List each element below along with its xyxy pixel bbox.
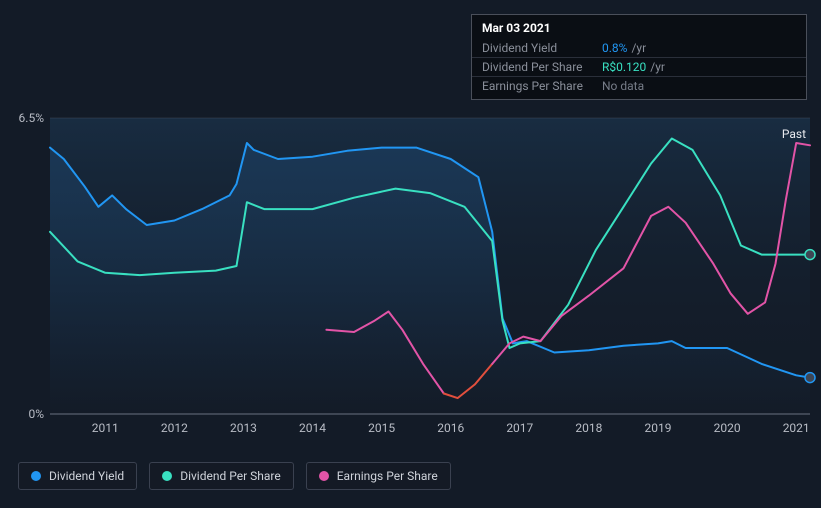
svg-text:6.5%: 6.5% <box>19 111 45 125</box>
svg-text:2014: 2014 <box>299 421 326 435</box>
svg-text:2017: 2017 <box>506 421 533 435</box>
svg-text:2021: 2021 <box>783 421 810 435</box>
tooltip-key: Dividend Per Share <box>482 60 602 74</box>
legend-dot-icon <box>31 471 41 481</box>
svg-text:2016: 2016 <box>437 421 464 435</box>
tooltip-value: 0.8% <box>602 41 627 55</box>
tooltip-row: Dividend Per ShareR$0.120/yr <box>472 58 806 77</box>
legend-item-earnings-per-share[interactable]: Earnings Per Share <box>306 462 451 490</box>
svg-text:2013: 2013 <box>230 421 257 435</box>
legend: Dividend Yield Dividend Per Share Earnings… <box>18 462 451 490</box>
legend-dot-icon <box>162 471 172 481</box>
legend-label: Dividend Yield <box>49 469 124 483</box>
tooltip-unit: /yr <box>631 41 646 55</box>
legend-dot-icon <box>319 471 329 481</box>
svg-text:2015: 2015 <box>368 421 395 435</box>
svg-text:0%: 0% <box>28 407 44 421</box>
tooltip-unit: /yr <box>650 60 665 74</box>
legend-label: Earnings Per Share <box>337 469 438 483</box>
chart-container: 0% 6.5% 2011 2012 2013 2014 2015 2016 2017 2018 20… <box>0 0 821 508</box>
tooltip-date: Mar 03 2021 <box>472 19 806 39</box>
tooltip-key: Dividend Yield <box>482 41 602 55</box>
svg-text:Past: Past <box>782 127 806 141</box>
svg-text:2018: 2018 <box>575 421 602 435</box>
tooltip-value: R$0.120 <box>602 60 646 74</box>
svg-text:2012: 2012 <box>161 421 188 435</box>
svg-text:2011: 2011 <box>92 421 119 435</box>
legend-item-dividend-per-share[interactable]: Dividend Per Share <box>149 462 294 490</box>
tooltip-value: No data <box>602 79 644 93</box>
data-tooltip: Mar 03 2021 Dividend Yield0.8%/yrDividen… <box>471 14 807 100</box>
svg-text:2019: 2019 <box>645 421 672 435</box>
svg-text:2020: 2020 <box>714 421 741 435</box>
tooltip-row: Earnings Per ShareNo data <box>472 77 806 95</box>
legend-label: Dividend Per Share <box>180 469 281 483</box>
tooltip-row: Dividend Yield0.8% /yr <box>472 39 806 58</box>
tooltip-key: Earnings Per Share <box>482 79 602 93</box>
legend-item-dividend-yield[interactable]: Dividend Yield <box>18 462 137 490</box>
